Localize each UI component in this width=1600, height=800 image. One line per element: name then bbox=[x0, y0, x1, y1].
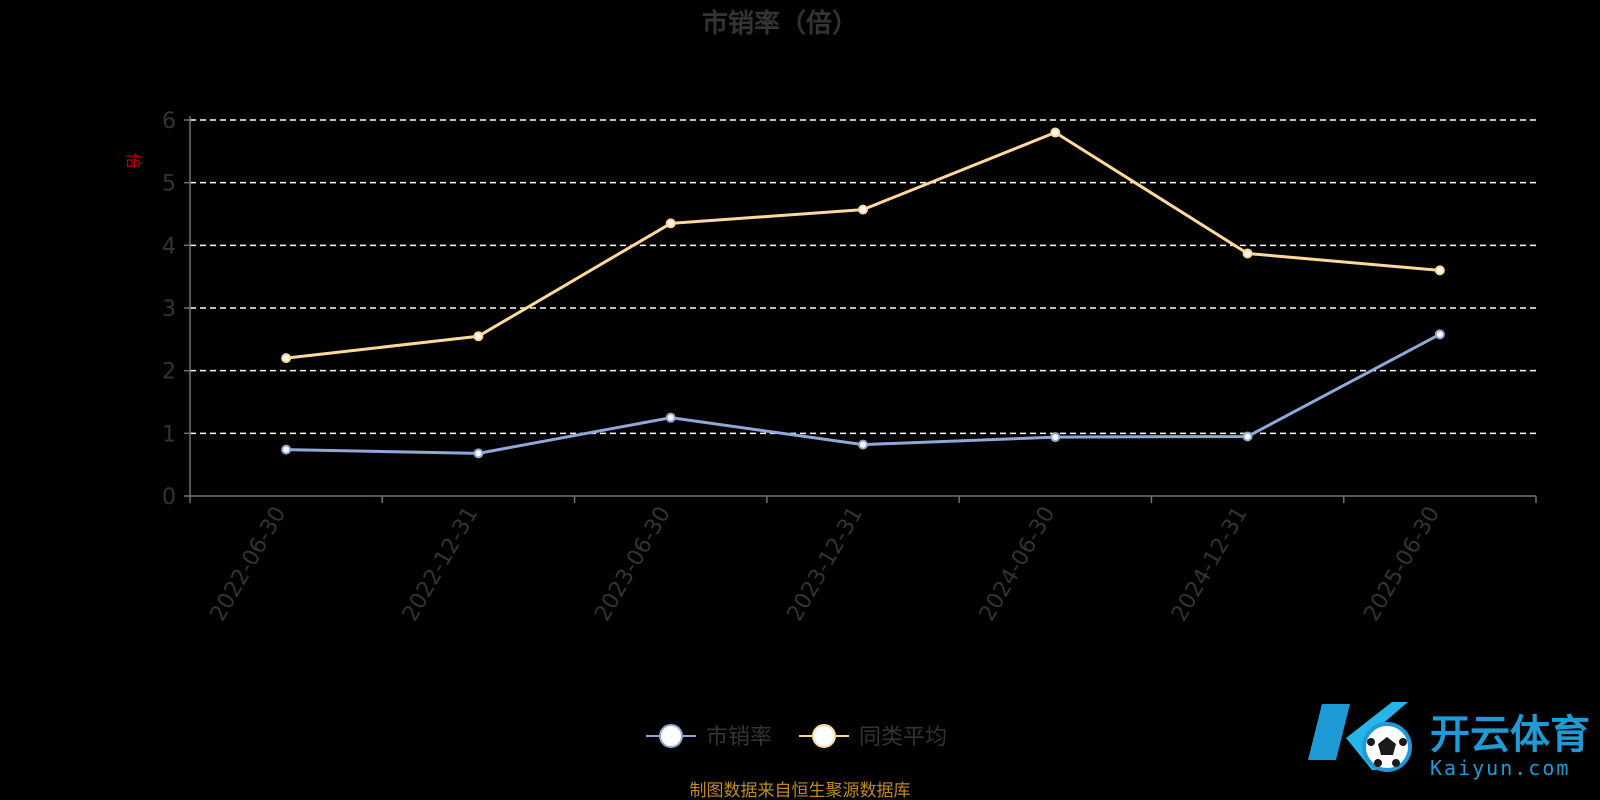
legend-label-1: 同类平均 bbox=[859, 725, 947, 750]
y-tick-label: 2 bbox=[162, 360, 176, 385]
watermark-logo: 开云体育 Kaiyun.com bbox=[1308, 702, 1590, 780]
y-tick-label: 4 bbox=[162, 234, 176, 259]
data-point-0-1 bbox=[473, 448, 484, 459]
grid-lines bbox=[190, 119, 1536, 435]
legend-marker-1 bbox=[812, 724, 836, 748]
y-tick-label: 6 bbox=[162, 109, 176, 134]
data-point-1-2 bbox=[665, 218, 676, 229]
x-tick-labels: 2022-06-30 2022-12-31 2023-06-30 2023-12-31… bbox=[206, 503, 1445, 626]
data-point-1-1 bbox=[473, 331, 484, 342]
y-tick-label: 0 bbox=[162, 485, 176, 510]
legend-label-0: 市销率 bbox=[706, 725, 772, 750]
data-point-1-3 bbox=[858, 204, 868, 215]
data-point-0-5 bbox=[1242, 431, 1253, 442]
x-tick-label: 2024-06-30 bbox=[975, 503, 1061, 626]
chart-title: 市销率（倍） bbox=[702, 8, 858, 39]
legend-item-pbr[interactable]: 市销率 bbox=[646, 724, 772, 750]
data-point-1-0 bbox=[281, 353, 292, 364]
legend[interactable]: 市销率 同类平均 bbox=[646, 724, 947, 750]
data-point-1-4 bbox=[1050, 127, 1061, 138]
legend-item-peer-avg[interactable]: 同类平均 bbox=[799, 724, 947, 750]
y-tick-label: 1 bbox=[162, 422, 176, 447]
x-tick-label: 2022-06-30 bbox=[206, 503, 292, 626]
x-tick-label: 2022-12-31 bbox=[398, 503, 484, 626]
legend-marker-0 bbox=[659, 724, 683, 748]
axes bbox=[184, 116, 1537, 503]
x-tick-label: 2023-12-31 bbox=[783, 503, 869, 626]
data-point-0-3 bbox=[858, 439, 868, 450]
data-point-0-0 bbox=[281, 444, 292, 455]
series-line-0 bbox=[286, 332, 1441, 455]
y-axis-unit-label: 倍 bbox=[124, 153, 143, 169]
y-tick-labels: 0 1 2 3 4 5 6 bbox=[162, 109, 176, 510]
x-tick-label: 2024-12-31 bbox=[1167, 503, 1253, 626]
series-layer bbox=[281, 127, 1445, 459]
source-note: 制图数据来自恒生聚源数据库 bbox=[690, 781, 911, 800]
watermark-name-cn: 开云体育 bbox=[1430, 712, 1590, 758]
data-point-0-2 bbox=[665, 412, 676, 423]
watermark-name-en: Kaiyun.com bbox=[1430, 756, 1570, 780]
logo-mark-icon bbox=[1308, 702, 1412, 772]
data-point-0-6 bbox=[1434, 329, 1445, 340]
x-tick-label: 2025-06-30 bbox=[1359, 503, 1445, 626]
data-point-1-5 bbox=[1242, 248, 1253, 259]
data-point-1-6 bbox=[1434, 265, 1445, 276]
y-tick-label: 3 bbox=[162, 297, 176, 322]
data-point-0-4 bbox=[1050, 432, 1061, 443]
x-tick-label: 2023-06-30 bbox=[590, 503, 676, 626]
y-tick-label: 5 bbox=[162, 172, 176, 197]
